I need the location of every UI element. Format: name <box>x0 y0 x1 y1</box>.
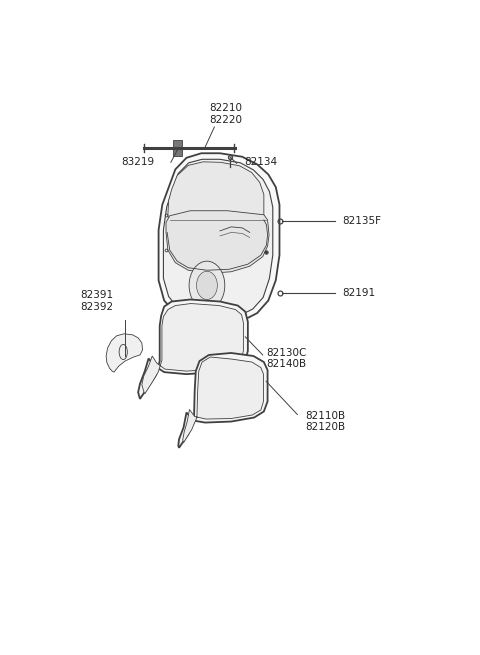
Bar <box>173 140 182 157</box>
Polygon shape <box>138 299 248 399</box>
Polygon shape <box>163 159 273 318</box>
Text: 82210
82220: 82210 82220 <box>209 103 242 125</box>
Text: 82130C
82140B: 82130C 82140B <box>266 348 307 369</box>
Text: 82135F: 82135F <box>343 216 382 226</box>
Text: 83219: 83219 <box>122 157 155 167</box>
Polygon shape <box>178 353 267 448</box>
Text: 82110B
82120B: 82110B 82120B <box>305 411 346 432</box>
Circle shape <box>196 271 217 299</box>
Polygon shape <box>166 211 269 273</box>
Text: 82134: 82134 <box>244 157 277 167</box>
Polygon shape <box>183 357 264 443</box>
Polygon shape <box>158 153 279 323</box>
Polygon shape <box>106 334 143 372</box>
Circle shape <box>189 261 225 310</box>
Polygon shape <box>168 162 264 251</box>
Text: 82391
82392: 82391 82392 <box>80 290 113 312</box>
Text: 82191: 82191 <box>343 288 376 298</box>
Polygon shape <box>142 303 243 394</box>
